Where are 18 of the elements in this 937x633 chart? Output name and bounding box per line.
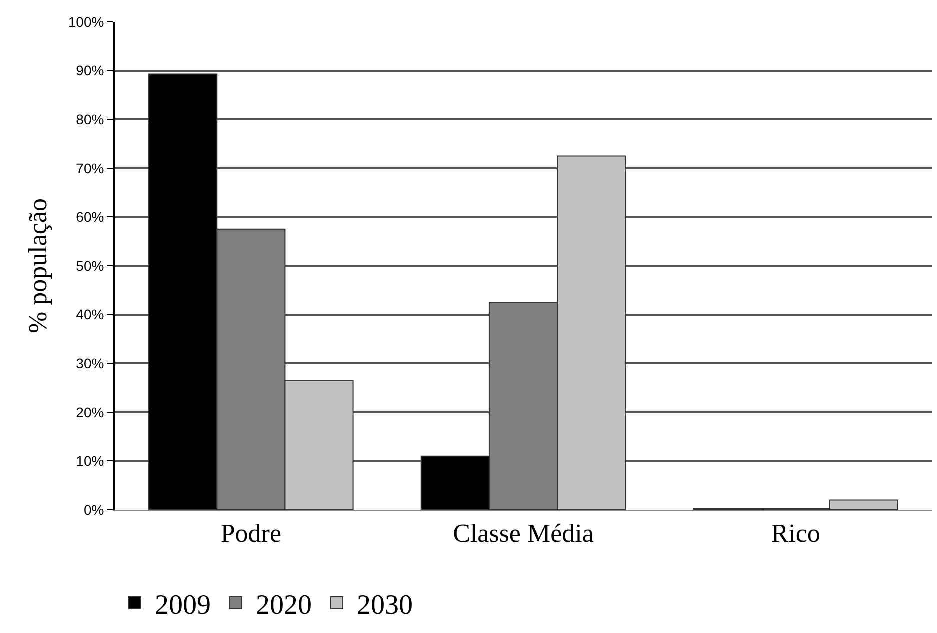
legend-label: 2009 bbox=[155, 590, 211, 621]
y-tick-label: 90% bbox=[76, 62, 104, 79]
x-tick-label: Classe Média bbox=[453, 519, 594, 548]
x-tick-label: Podre bbox=[220, 519, 282, 548]
y-tick-label: 60% bbox=[76, 209, 104, 226]
legend-label: 2020 bbox=[256, 590, 312, 621]
y-tick-label: 30% bbox=[76, 356, 104, 372]
y-tick-label: 20% bbox=[76, 404, 104, 420]
y-tick-label: 10% bbox=[76, 453, 104, 470]
legend-label: 2030 bbox=[357, 590, 413, 621]
y-tick-label: 70% bbox=[76, 160, 104, 176]
y-tick-label: 40% bbox=[76, 306, 104, 323]
y-tick-label: 50% bbox=[76, 258, 104, 274]
y-tick-label: 0% bbox=[84, 502, 104, 518]
y-tick-label: 100% bbox=[68, 14, 104, 30]
y-tick-label: 80% bbox=[76, 112, 104, 128]
y-axis-title: % população bbox=[23, 198, 52, 334]
x-tick-label: Rico bbox=[771, 519, 820, 548]
